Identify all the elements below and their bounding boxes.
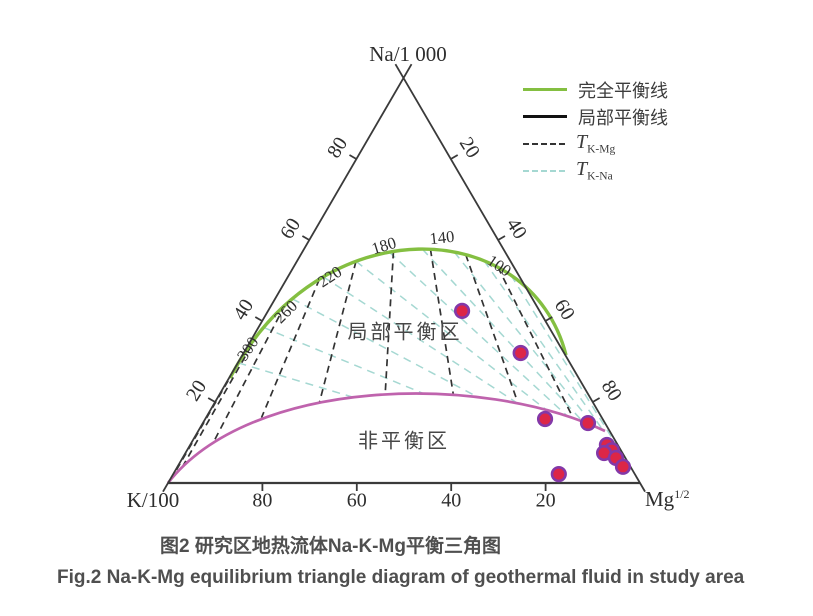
- bottom-axis-tick-label: 20: [535, 489, 556, 512]
- legend-row-tkmg: TK-Mg: [523, 130, 668, 157]
- legend-row-tkna: TK-Na: [523, 157, 668, 184]
- legend-label: 完全平衡线: [578, 80, 668, 102]
- zone-label: 局部平衡区: [347, 319, 463, 344]
- tkna-isoline: [322, 276, 517, 403]
- tkna-subscript: K-Na: [587, 170, 613, 183]
- left-axis-tick: [254, 316, 263, 322]
- left-axis-tick: [349, 154, 357, 160]
- right-axis-tick: [497, 235, 506, 241]
- tkna-isoline: [238, 362, 352, 398]
- corner-label-mg-sup: 1/2: [674, 487, 690, 501]
- right-axis-tick: [544, 316, 553, 322]
- full-equilibrium-curve: [228, 247, 568, 379]
- tkmg-isoline: [464, 254, 519, 403]
- legend: 完全平衡线 局部平衡线 TK-Mg TK-Na: [523, 76, 668, 184]
- tkna-isoline: [388, 251, 568, 417]
- left-axis-tick: [207, 397, 216, 403]
- partial-equilibrium-line-swatch: [523, 115, 567, 118]
- tkmg-isoline: [212, 304, 286, 443]
- tkmg-dashed-swatch: [523, 142, 565, 145]
- right-axis-tick: [450, 154, 459, 160]
- caption-english: Fig.2 Na-K-Mg equilibrium triangle diagr…: [57, 567, 745, 588]
- caption-chinese: 图2 研究区地热流体Na-K-Mg平衡三角图: [160, 536, 501, 557]
- legend-label-tkmg: TK-Mg: [576, 131, 615, 156]
- tkna-isoline: [263, 326, 423, 394]
- legend-row-full-equilibrium: 完全平衡线: [523, 76, 668, 103]
- corner-label-k: K/100: [126, 488, 180, 512]
- tkmg-isoline: [429, 249, 454, 394]
- sample-point: [453, 302, 471, 319]
- tkna-dashed-swatch: [523, 169, 565, 172]
- tkna-symbol: T: [576, 158, 588, 181]
- tkmg-isoline: [260, 278, 321, 418]
- triangle-left-edge: [162, 63, 413, 493]
- tkmg-isoline: [497, 266, 574, 418]
- left-axis-tick: [301, 235, 310, 241]
- legend-row-partial-equilibrium: 局部平衡线: [523, 103, 668, 130]
- legend-label: 局部平衡线: [578, 107, 668, 129]
- tkna-isoline: [510, 274, 632, 470]
- tkna-isoline: [291, 298, 477, 397]
- bottom-axis-tick-label: 80: [252, 489, 273, 512]
- tkna-isoline: [355, 260, 546, 410]
- bottom-axis-tick-label: 60: [346, 489, 367, 512]
- temperature-label: 140: [428, 226, 456, 249]
- sample-point: [614, 458, 632, 475]
- triangle-right-edge: [394, 63, 646, 493]
- bottom-axis-tick-label: 40: [441, 489, 462, 512]
- partial-equilibrium-curve: [166, 392, 606, 484]
- corner-label-mg-base: Mg: [645, 487, 675, 511]
- tkna-isoline: [421, 248, 583, 421]
- tkmg-symbol: T: [576, 131, 588, 154]
- sample-point: [536, 410, 554, 428]
- corner-label-mg: Mg1/2: [645, 487, 690, 512]
- right-axis-tick: [592, 397, 601, 403]
- zone-label: 非平衡区: [358, 428, 450, 453]
- sample-point: [512, 344, 529, 362]
- sample-point: [579, 414, 597, 432]
- tkmg-isoline: [318, 261, 357, 403]
- sample-point: [550, 465, 567, 483]
- full-equilibrium-line-swatch: [523, 88, 567, 91]
- legend-label-tkna: TK-Na: [576, 158, 613, 183]
- apex-label-na: Na/1 000: [369, 42, 447, 66]
- tkna-isoline: [453, 251, 594, 426]
- tkna-isoline: [483, 260, 604, 430]
- tkmg-isoline: [182, 335, 258, 467]
- tkmg-subscript: K-Mg: [587, 143, 616, 156]
